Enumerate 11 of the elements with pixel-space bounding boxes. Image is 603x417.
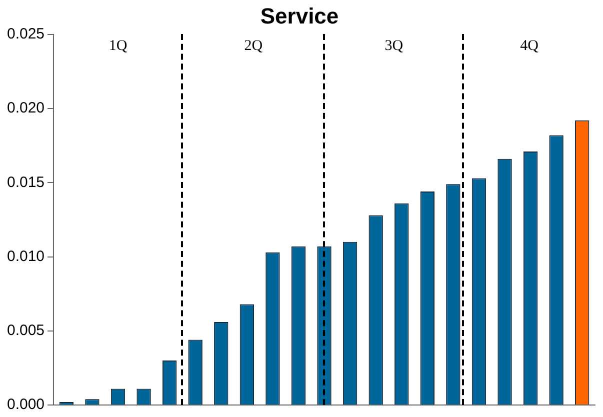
annotation: 4Q	[520, 38, 539, 54]
y-tick-label: 0.005	[6, 322, 45, 340]
y-tick-label: 0.020	[6, 100, 45, 117]
y-tick-label: 0.015	[6, 174, 45, 191]
y-tick-label: 0.010	[6, 248, 45, 265]
annotation: 3Q	[384, 38, 404, 54]
annotation: 2Q	[244, 38, 263, 54]
y-tick-label: 0.000	[6, 396, 45, 414]
y-tick-label: 0.025	[6, 26, 45, 43]
annotation: 1Q	[108, 38, 128, 54]
chart-title: Service	[260, 3, 339, 28]
